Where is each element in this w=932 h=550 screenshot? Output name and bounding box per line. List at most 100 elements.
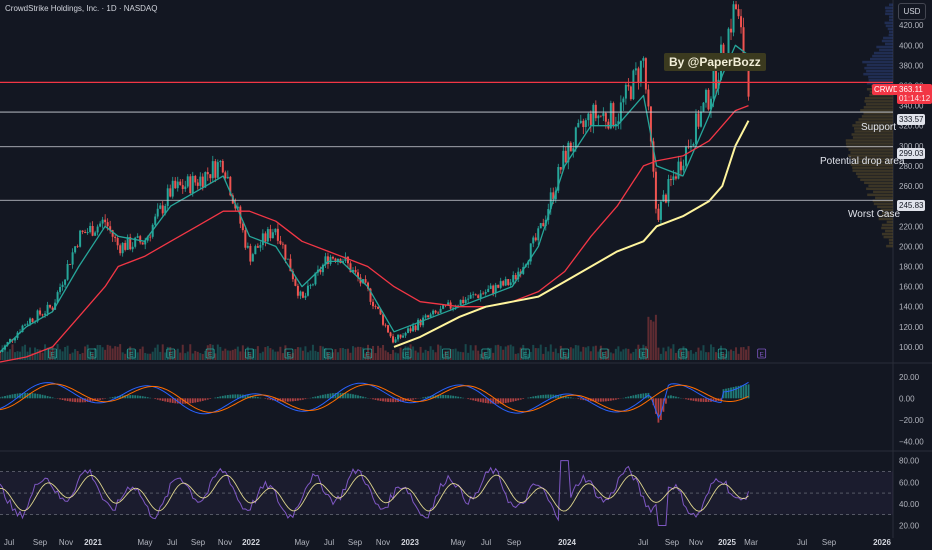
candle-body (480, 293, 482, 298)
volume-bar (97, 345, 99, 360)
volume-bar (465, 344, 467, 360)
candle-body (365, 279, 367, 283)
macd-histogram-bar (392, 398, 394, 402)
candle-body (600, 116, 602, 117)
time-tick-label: Sep (33, 538, 48, 547)
macd-histogram-bar (693, 398, 695, 401)
macd-histogram-bar (527, 398, 529, 399)
candle-body (587, 114, 589, 121)
macd-histogram-bar (502, 398, 504, 403)
volume-bar (72, 353, 74, 360)
volume-bar (344, 349, 346, 360)
volume-bar (412, 346, 414, 360)
candle-body (492, 286, 494, 294)
macd-histogram-bar (305, 398, 307, 399)
volume-profile-bar (868, 76, 893, 79)
volume-bar (417, 352, 419, 360)
potential-drop-annotation: Potential drop area (820, 156, 905, 167)
macd-histogram-bar (415, 398, 417, 399)
volume-profile-bar (885, 43, 893, 46)
volume-bar (415, 351, 417, 360)
candle-body (329, 257, 331, 264)
volume-bar (79, 354, 81, 360)
candle-body (59, 287, 61, 292)
volume-bar (117, 347, 119, 360)
candle-body (249, 246, 251, 262)
rsi-pane: 80.0060.0040.0020.00 (0, 457, 920, 531)
candle-body (702, 103, 704, 112)
volume-profile-bar (882, 224, 893, 227)
macd-histogram-bar (139, 396, 141, 398)
volume-bar (42, 353, 44, 360)
earnings-marker-label: E (681, 352, 686, 359)
macd-histogram-bar (520, 398, 522, 399)
candle-body (375, 306, 377, 307)
macd-histogram-bar (189, 398, 191, 403)
candle-body (39, 310, 41, 314)
volume-bar (620, 352, 622, 360)
volume-profile-bar (883, 37, 893, 40)
volume-bar (435, 352, 437, 360)
time-tick-label: Jul (4, 538, 14, 547)
worst-case-annotation: Worst Case (848, 209, 900, 220)
candle-body (219, 161, 221, 162)
currency-button[interactable]: USD (898, 3, 926, 20)
volume-bar (715, 352, 717, 360)
candle-body (542, 223, 544, 226)
time-tick-label: 2026 (873, 538, 891, 547)
volume-bar (425, 350, 427, 360)
volume-bar (122, 352, 124, 360)
macd-tick-label: −40.00 (899, 437, 924, 446)
volume-bar (262, 352, 264, 360)
macd-histogram-bar (47, 396, 49, 398)
volume-bar (575, 345, 577, 360)
volume-profile-bar (860, 109, 893, 112)
support-annotation: Support (861, 122, 896, 133)
candle-body (332, 257, 334, 259)
earnings-marker-label: E (129, 352, 134, 359)
candle-body (430, 314, 432, 317)
volume-profile-bar (866, 188, 893, 191)
macd-histogram-bar (730, 388, 732, 399)
volume-bar (577, 345, 579, 360)
time-tick-label: 2025 (718, 538, 736, 547)
volume-bar (187, 352, 189, 360)
volume-profile-bar (889, 4, 893, 7)
macd-histogram-bar (362, 397, 364, 399)
volume-bar (37, 349, 39, 360)
macd-histogram-bar (390, 398, 392, 402)
volume-bar (437, 345, 439, 360)
candle-body (462, 300, 464, 303)
volume-profile-bar (863, 73, 893, 76)
candle-body (560, 167, 562, 170)
candle-body (302, 292, 304, 298)
candle-body (672, 176, 674, 180)
candle-body (595, 105, 597, 118)
volume-profile-bar (889, 16, 893, 19)
volume-bar (590, 351, 592, 360)
volume-bar (452, 349, 454, 360)
volume-profile-bar (872, 55, 893, 58)
volume-bar (104, 350, 106, 360)
volume-bar (337, 352, 339, 360)
price-tick-label: 400.00 (899, 41, 924, 50)
macd-tick-label: 0.00 (899, 394, 915, 403)
candle-body (264, 233, 266, 241)
volume-bar (455, 349, 457, 360)
candle-body (82, 231, 84, 232)
volume-bar (74, 349, 76, 360)
volume-bar (279, 347, 281, 360)
earnings-marker-label: E (444, 352, 449, 359)
candle-body (405, 333, 407, 336)
volume-bar (505, 346, 507, 360)
time-tick-label: Nov (59, 538, 73, 547)
macd-histogram-bar (658, 398, 660, 422)
macd-histogram-bar (62, 398, 64, 400)
candle-body (432, 311, 434, 315)
macd-histogram-bar (102, 398, 104, 399)
candle-body (607, 122, 609, 129)
candle-body (660, 202, 662, 220)
volume-profile-bar (874, 52, 893, 55)
